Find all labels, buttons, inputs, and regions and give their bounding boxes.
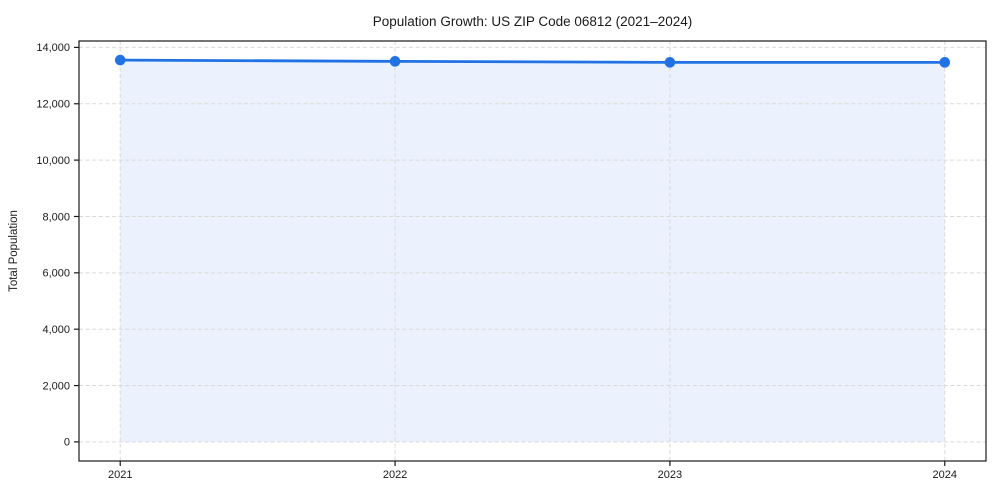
area-fill — [120, 60, 945, 442]
data-point — [664, 57, 676, 68]
y-tick-label: 12,000 — [36, 99, 70, 111]
y-tick-label: 6,000 — [42, 268, 70, 280]
y-tick-label: 0 — [64, 437, 70, 449]
data-point — [389, 56, 401, 67]
y-tick-label: 10,000 — [36, 155, 70, 167]
x-tick-label: 2022 — [383, 469, 407, 481]
y-tick-label: 4,000 — [42, 324, 70, 336]
y-tick-label: 8,000 — [42, 211, 70, 223]
y-tick-label: 14,000 — [36, 42, 70, 54]
data-point — [114, 54, 126, 66]
data-point — [939, 57, 951, 68]
x-tick-label: 2021 — [108, 469, 132, 481]
line-series — [118, 58, 947, 64]
plot-border — [78, 40, 987, 462]
x-tick-label: 2024 — [933, 469, 957, 481]
x-tick-label: 2023 — [658, 469, 682, 481]
y-axis-label: Total Population — [8, 210, 20, 292]
chart-title: Population Growth: US ZIP Code 06812 (20… — [373, 14, 692, 29]
y-tick-label: 2,000 — [42, 380, 70, 392]
